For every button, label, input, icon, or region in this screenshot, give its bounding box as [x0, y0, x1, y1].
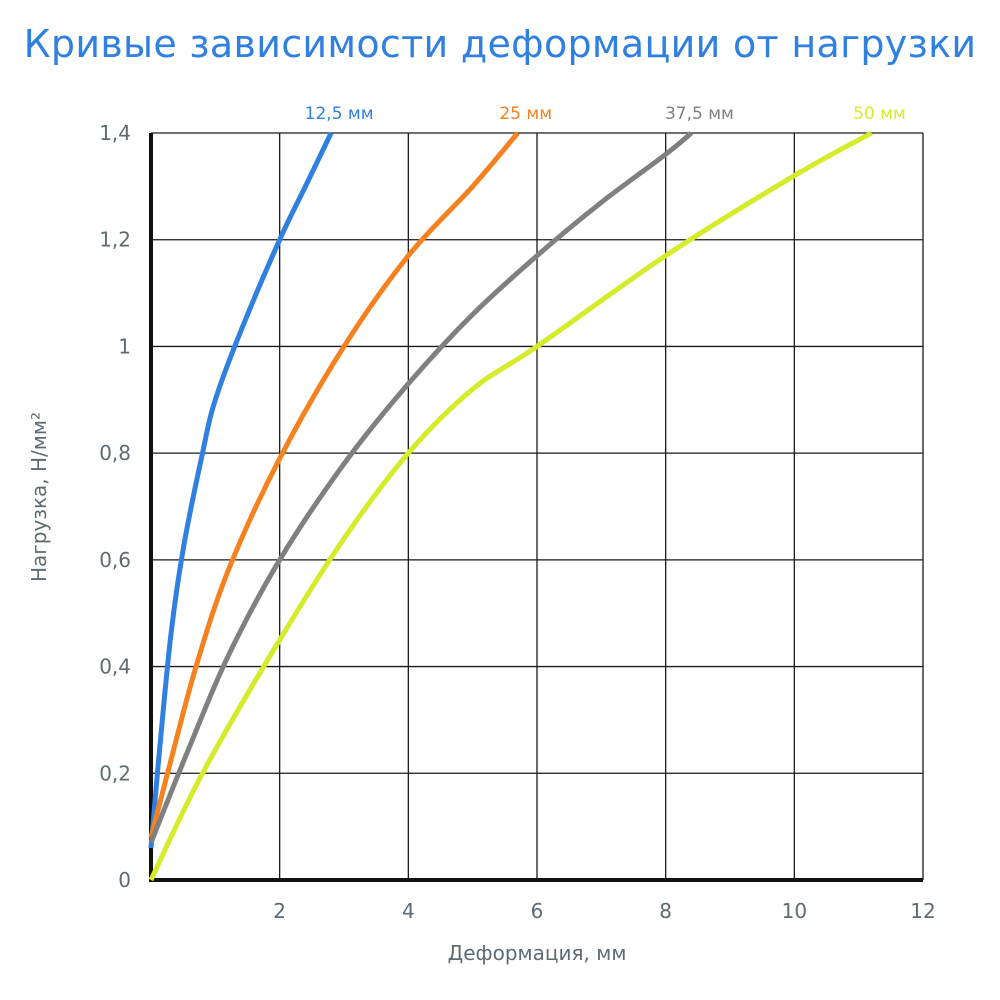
- y-tick-label: 0,6: [99, 548, 131, 572]
- y-tick-label: 0,4: [99, 655, 131, 679]
- series-lines: [148, 130, 873, 882]
- y-axis-label: Нагрузка, Н/мм²: [27, 412, 51, 582]
- series-line-2: [148, 131, 520, 838]
- series-line-3: [148, 131, 694, 844]
- grid: [151, 132, 924, 880]
- series-label-2: 25 мм: [499, 104, 552, 124]
- y-tick-label: 1,2: [99, 228, 131, 252]
- x-tick-label: 8: [659, 899, 672, 923]
- series-label-3: 37,5 мм: [665, 104, 734, 124]
- series-line-4: [148, 130, 873, 882]
- y-tick-label: 1: [118, 334, 131, 358]
- tick-labels: 2 4 6 8 10 12 0 0,2 0,4 0,6 0,8 1 1,2 1,4: [99, 121, 936, 923]
- x-tick-label: 10: [782, 899, 807, 923]
- y-tick-label: 1,4: [99, 121, 131, 145]
- series-label-4: 50 мм: [853, 104, 906, 124]
- series-labels: 12,5 мм 25 мм 37,5 мм 50 мм: [305, 104, 906, 124]
- axes: [149, 133, 923, 882]
- x-tick-label: 2: [273, 899, 286, 923]
- y-tick-label: 0,8: [99, 441, 131, 465]
- x-tick-label: 6: [531, 899, 544, 923]
- y-tick-label: 0,2: [99, 761, 131, 785]
- x-tick-label: 12: [910, 899, 935, 923]
- series-label-1: 12,5 мм: [305, 104, 374, 124]
- series-line-1: [148, 131, 334, 849]
- x-axis-label: Деформация, мм: [448, 941, 627, 965]
- chart-title: Кривые зависимости деформации от нагрузк…: [23, 22, 977, 66]
- y-tick-label: 0: [118, 868, 131, 892]
- x-tick-label: 4: [402, 899, 415, 923]
